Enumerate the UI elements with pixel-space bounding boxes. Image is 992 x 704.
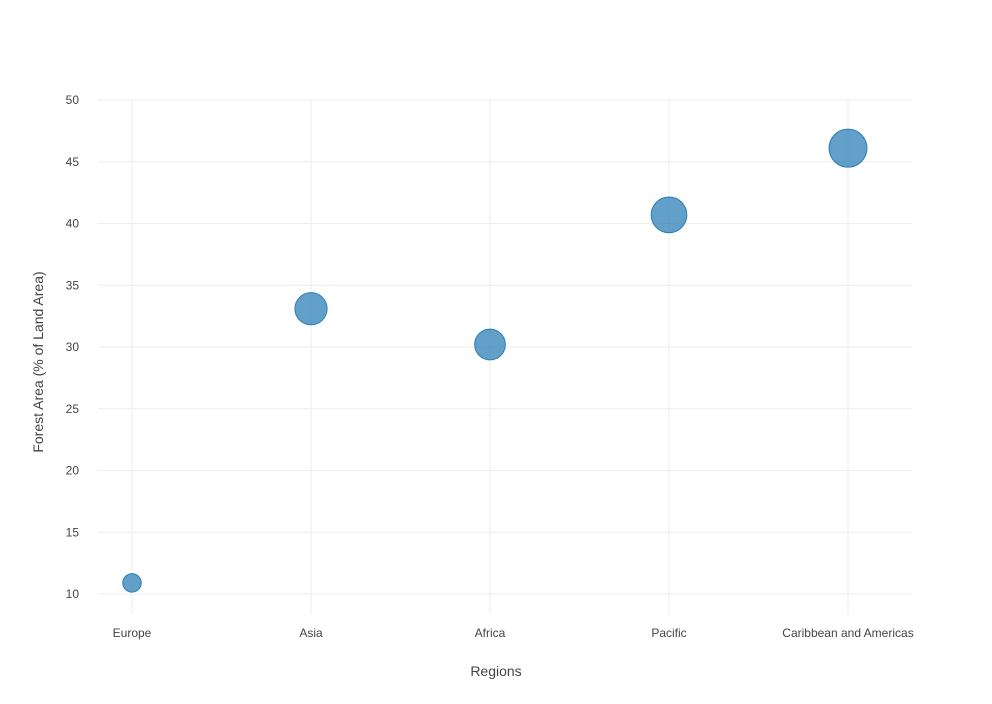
x-tick-label: Africa: [475, 626, 506, 640]
y-axis-title: Forest Area (% of Land Area): [30, 271, 46, 452]
y-tick-label: 10: [66, 587, 80, 601]
y-tick-label: 40: [66, 217, 80, 231]
y-tick-label: 20: [66, 464, 80, 478]
bubble-point[interactable]: Pacific: 40.7: [650, 196, 688, 234]
x-tick-label: Asia: [299, 626, 323, 640]
y-tick-label: 15: [66, 525, 80, 539]
bubble-point[interactable]: Asia: 33.1: [294, 292, 328, 326]
y-tick-label: 25: [66, 402, 80, 416]
y-tick-label: 45: [66, 155, 80, 169]
x-tick-label: Europe: [113, 626, 152, 640]
y-tick-label: 30: [66, 340, 80, 354]
y-tick-label: 35: [66, 278, 80, 292]
grid-lines: [98, 99, 912, 615]
x-tick-label: Caribbean and Americas: [782, 626, 913, 640]
y-axis-ticks: 10 15 20 25 30 35 40 45 50: [66, 93, 80, 601]
x-tick-label: Pacific: [651, 626, 686, 640]
x-axis-title: Regions: [470, 663, 521, 679]
bubble-series: Europe: 10.9 Asia: 33.1 Africa: 30.2 Pacifi…: [122, 128, 868, 593]
bubble-point[interactable]: Caribbean and Americas: 46.1: [828, 128, 868, 168]
y-tick-label: 50: [66, 93, 80, 107]
bubble-point[interactable]: Europe: 10.9: [122, 573, 142, 593]
bubble-point[interactable]: Africa: 30.2: [474, 328, 506, 361]
x-axis-ticks: Europe Asia Africa Pacific Caribbean and Ame…: [113, 626, 914, 640]
